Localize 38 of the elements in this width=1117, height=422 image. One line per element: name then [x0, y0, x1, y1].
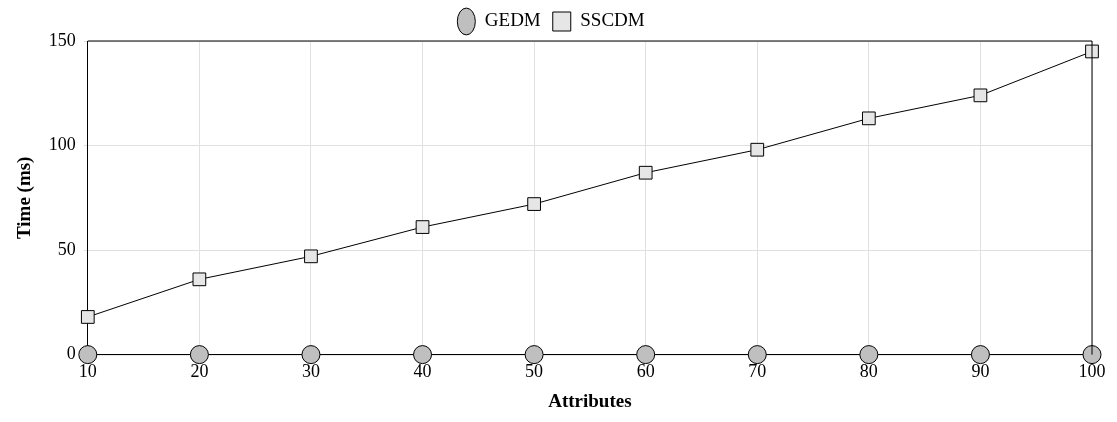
point [1082, 345, 1102, 365]
point [638, 165, 653, 180]
y-tick-label: 150 [48, 29, 76, 50]
point [859, 345, 879, 365]
x-axis-title: Attributes [548, 389, 632, 411]
point [192, 272, 207, 287]
point [189, 345, 209, 365]
y-tick-label: 100 [48, 134, 76, 155]
y-tick-label: 0 [66, 343, 76, 364]
x-tick-label: 30 [301, 361, 320, 382]
legend-label: GEDM [484, 9, 541, 31]
point [80, 310, 95, 324]
legend-label: SSCDM [580, 9, 645, 31]
point [750, 142, 765, 157]
x-tick-label: 70 [748, 361, 767, 382]
point [970, 345, 990, 365]
x-tick-label: 10 [78, 361, 97, 382]
x-tick-label: 40 [413, 361, 432, 382]
x-tick-label: 100 [1078, 361, 1106, 382]
point [527, 197, 541, 211]
x-tick-label: 50 [525, 361, 544, 382]
point [1085, 44, 1099, 59]
point [415, 220, 430, 234]
x-tick-label: 20 [190, 361, 209, 382]
point [973, 88, 988, 103]
point [861, 111, 876, 126]
x-tick-label: 80 [859, 361, 878, 382]
x-tick-label: 90 [971, 361, 990, 382]
point [78, 345, 98, 365]
point [413, 345, 433, 365]
point [301, 345, 321, 365]
y-tick-label: 50 [57, 238, 76, 259]
point [747, 345, 767, 365]
y-axis-title: Time (ms) [13, 156, 36, 240]
point [304, 249, 318, 264]
x-tick-label: 60 [636, 361, 655, 382]
point [636, 345, 656, 365]
point [524, 345, 544, 365]
